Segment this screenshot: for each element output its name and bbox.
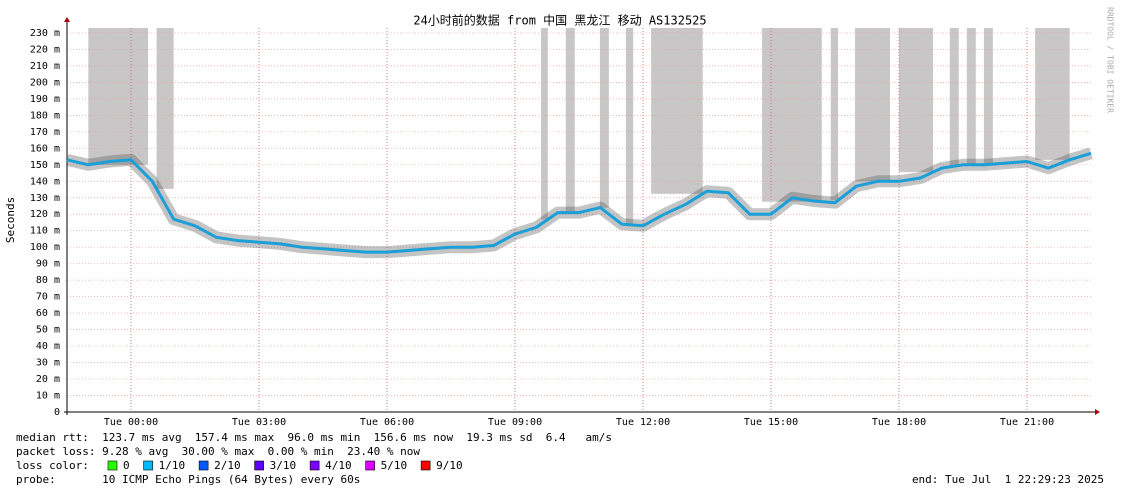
y-tick-label: 80 m: [36, 275, 60, 286]
y-tick-label: 10 m: [36, 391, 60, 402]
legend-label: 9/10: [436, 459, 463, 472]
y-tick-label: 220 m: [30, 44, 60, 55]
y-tick-label: 40 m: [36, 341, 60, 352]
y-tick-label: 70 m: [36, 292, 60, 303]
loss-span: [983, 28, 993, 165]
y-tick-label: 160 m: [30, 143, 60, 154]
y-tick-label: 60 m: [36, 308, 60, 319]
x-tick-label: Tue 09:00: [488, 417, 542, 428]
y-tick-label: 0: [54, 407, 60, 418]
loss-span: [625, 28, 634, 225]
loss-span: [966, 28, 976, 165]
legend-swatch: [143, 460, 153, 471]
legend-label: 5/10: [381, 459, 408, 472]
legend-swatch: [420, 460, 431, 471]
x-tick-label: Tue 06:00: [360, 417, 414, 428]
legend-swatch: [254, 460, 264, 471]
y-tick-label: 90 m: [36, 259, 60, 270]
median-line: [66, 151, 1092, 254]
y-tick-label: 120 m: [30, 209, 60, 220]
loss-span: [651, 28, 703, 194]
loss-span: [855, 28, 891, 182]
loss-span: [88, 28, 149, 165]
probe: probe: 10 ICMP Echo Pings (64 Bytes) eve…: [16, 473, 360, 486]
legend-swatch: [365, 460, 375, 471]
y-tick-label: 150 m: [30, 160, 60, 171]
y-axis-label: Seconds: [4, 197, 17, 243]
loss-span: [599, 28, 609, 208]
axis-arrow: [64, 17, 70, 22]
y-tick-label: 30 m: [36, 358, 60, 369]
legend-swatch: [107, 460, 118, 471]
loss-span: [565, 28, 575, 213]
y-tick-label: 20 m: [36, 374, 60, 385]
x-tick-label: Tue 18:00: [872, 417, 926, 428]
watermark: RRDTOOL / TOBI OETIKER: [1106, 7, 1115, 113]
y-tick-label: 130 m: [30, 193, 60, 204]
loss-span: [156, 28, 174, 189]
y-tick-label: 180 m: [30, 110, 60, 121]
y-tick-label: 100 m: [30, 242, 60, 253]
legend-swatch: [309, 460, 320, 471]
x-tick-label: Tue 00:00: [104, 417, 158, 428]
loss-span: [949, 28, 959, 166]
y-tick-label: 230 m: [30, 28, 60, 39]
legend-label: 0: [123, 459, 130, 472]
legend-label: 4/10: [325, 459, 352, 472]
y-tick-label: 200 m: [30, 77, 60, 88]
x-tick-label: Tue 21:00: [1000, 417, 1054, 428]
x-tick-label: Tue 15:00: [744, 417, 798, 428]
legend-label: 1/10: [159, 459, 186, 472]
y-tick-label: 190 m: [30, 94, 60, 105]
y-tick-label: 50 m: [36, 325, 60, 336]
x-tick-label: Tue 12:00: [616, 417, 670, 428]
packet-loss: packet loss: 9.28 % avg 30.00 % max 0.00…: [16, 445, 420, 458]
y-tick-label: 110 m: [30, 226, 60, 237]
axis-arrow: [1095, 409, 1100, 415]
median-rtt: median rtt: 123.7 ms avg 157.4 ms max 96…: [16, 431, 612, 444]
legend-label: 2/10: [214, 459, 241, 472]
y-tick-label: 140 m: [30, 176, 60, 187]
loss-span: [541, 28, 548, 220]
loss-span: [830, 28, 838, 201]
loss-color-label: loss color:: [16, 459, 89, 472]
chart-title: 24小时前的数据 from 中国 黑龙江 移动 AS132525: [413, 13, 706, 28]
loss-span: [1035, 28, 1070, 160]
y-tick-label: 170 m: [30, 127, 60, 138]
y-tick-label: 210 m: [30, 61, 60, 72]
loss-span: [762, 28, 822, 202]
legend-swatch: [198, 460, 209, 471]
x-tick-label: Tue 03:00: [232, 417, 286, 428]
end-time: end: Tue Jul 1 22:29:23 2025: [912, 473, 1104, 486]
legend-label: 3/10: [270, 459, 297, 472]
